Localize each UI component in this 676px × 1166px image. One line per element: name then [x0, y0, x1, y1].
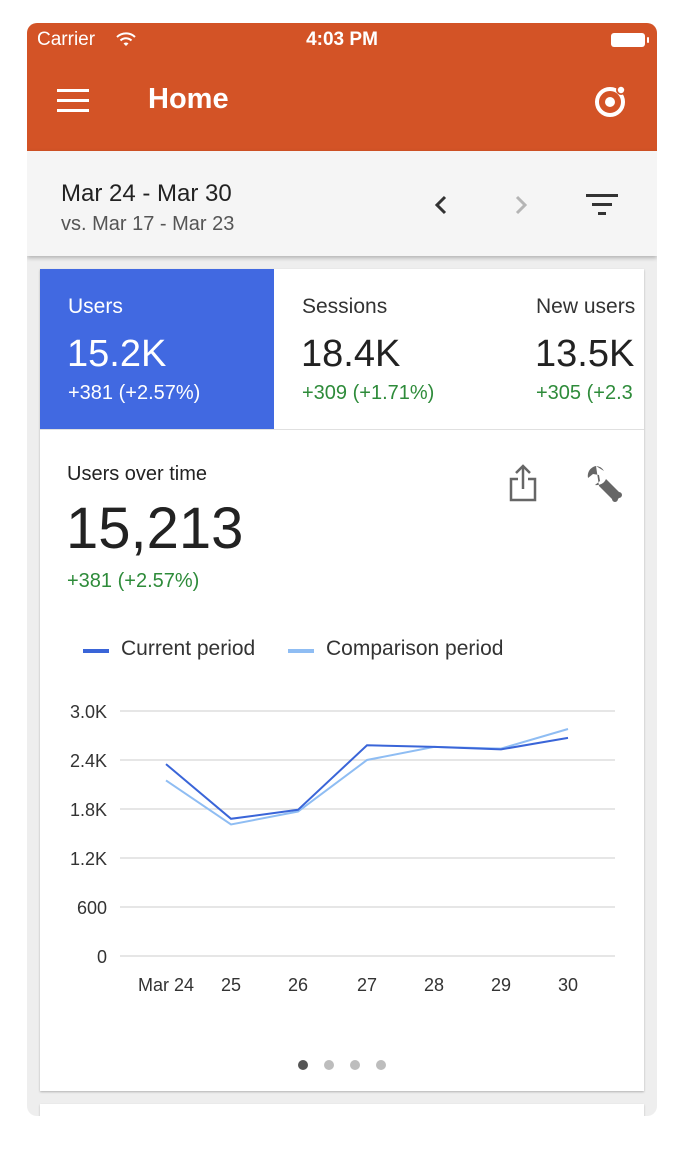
y-tick-label: 0	[97, 947, 107, 967]
y-tick-label: 2.4K	[70, 751, 107, 771]
legend-swatch-current	[83, 649, 109, 653]
series-line	[165, 728, 569, 826]
x-tick-label: 25	[221, 975, 241, 995]
metric-label: Users	[68, 295, 123, 318]
metric-tabs: Users 15.2K +381 (+2.57%) Sessions 18.4K…	[40, 269, 644, 430]
filter-icon[interactable]	[584, 191, 620, 219]
date-range-bar: Mar 24 - Mar 30 vs. Mar 17 - Mar 23	[27, 151, 657, 256]
x-tick-label: Mar 24	[138, 975, 194, 995]
metric-label: New users	[536, 295, 636, 318]
x-tick-label: 26	[288, 975, 308, 995]
metric-delta: +305 (+2.3	[536, 382, 633, 404]
series-line	[165, 736, 569, 820]
x-tick-label: 29	[491, 975, 511, 995]
metric-value: 13.5K	[535, 333, 635, 375]
metric-label: Sessions	[302, 295, 388, 318]
battery-icon	[611, 33, 649, 47]
wifi-icon	[116, 32, 136, 46]
overview-card: Users 15.2K +381 (+2.57%) Sessions 18.4K…	[40, 269, 644, 1091]
tab-new-users[interactable]: New users 13.5K +305 (+2.3	[508, 269, 644, 429]
app-bar: Carrier 4:03 PM Home	[27, 23, 657, 151]
page-dot[interactable]	[350, 1060, 360, 1070]
y-tick-label: 1.8K	[70, 800, 107, 820]
chevron-right-icon[interactable]	[506, 185, 536, 225]
share-icon[interactable]	[506, 462, 540, 504]
wrench-icon[interactable]	[582, 462, 624, 504]
tab-sessions[interactable]: Sessions 18.4K +309 (+1.71%)	[274, 269, 508, 429]
status-bar: Carrier 4:03 PM	[27, 23, 657, 59]
x-tick-label: 30	[558, 975, 578, 995]
legend-swatch-comparison	[288, 649, 314, 653]
menu-icon[interactable]	[57, 89, 89, 115]
sync-icon[interactable]	[589, 81, 631, 123]
y-tick-label: 1.2K	[70, 849, 107, 869]
legend-label-current: Current period	[121, 637, 256, 660]
comparison-range: vs. Mar 17 - Mar 23	[61, 213, 235, 235]
legend-label-comparison: Comparison period	[326, 637, 504, 660]
metric-value: 18.4K	[301, 333, 401, 375]
clock: 4:03 PM	[306, 29, 378, 50]
y-tick-label: 600	[77, 898, 107, 918]
users-line-chart: 0 600 1.2K 1.8K 2.4K 3.0K Mar 24 25 26 27 28 29 30	[70, 702, 615, 995]
metric-change: +381 (+2.57%)	[67, 570, 200, 592]
metric-delta: +381 (+2.57%)	[68, 382, 201, 404]
tab-users[interactable]: Users 15.2K +381 (+2.57%)	[40, 269, 274, 429]
metric-value: 15.2K	[67, 333, 167, 375]
metric-delta: +309 (+1.71%)	[302, 382, 435, 404]
page-indicator[interactable]	[40, 1057, 644, 1075]
y-tick-label: 3.0K	[70, 702, 107, 722]
chevron-left-icon[interactable]	[426, 185, 456, 225]
date-range[interactable]: Mar 24 - Mar 30	[61, 180, 232, 207]
page-dot[interactable]	[376, 1060, 386, 1070]
metric-total: 15,213	[66, 496, 244, 561]
next-card	[40, 1104, 644, 1116]
page-title: Home	[148, 83, 229, 115]
carrier-label: Carrier	[37, 29, 96, 50]
x-tick-label: 27	[357, 975, 377, 995]
x-tick-label: 28	[424, 975, 444, 995]
app-screen: Carrier 4:03 PM Home Mar 24 - Mar 30 vs.…	[27, 23, 657, 1116]
page-dot[interactable]	[324, 1060, 334, 1070]
page-dot[interactable]	[298, 1060, 308, 1070]
chart-title: Users over time	[67, 463, 208, 485]
